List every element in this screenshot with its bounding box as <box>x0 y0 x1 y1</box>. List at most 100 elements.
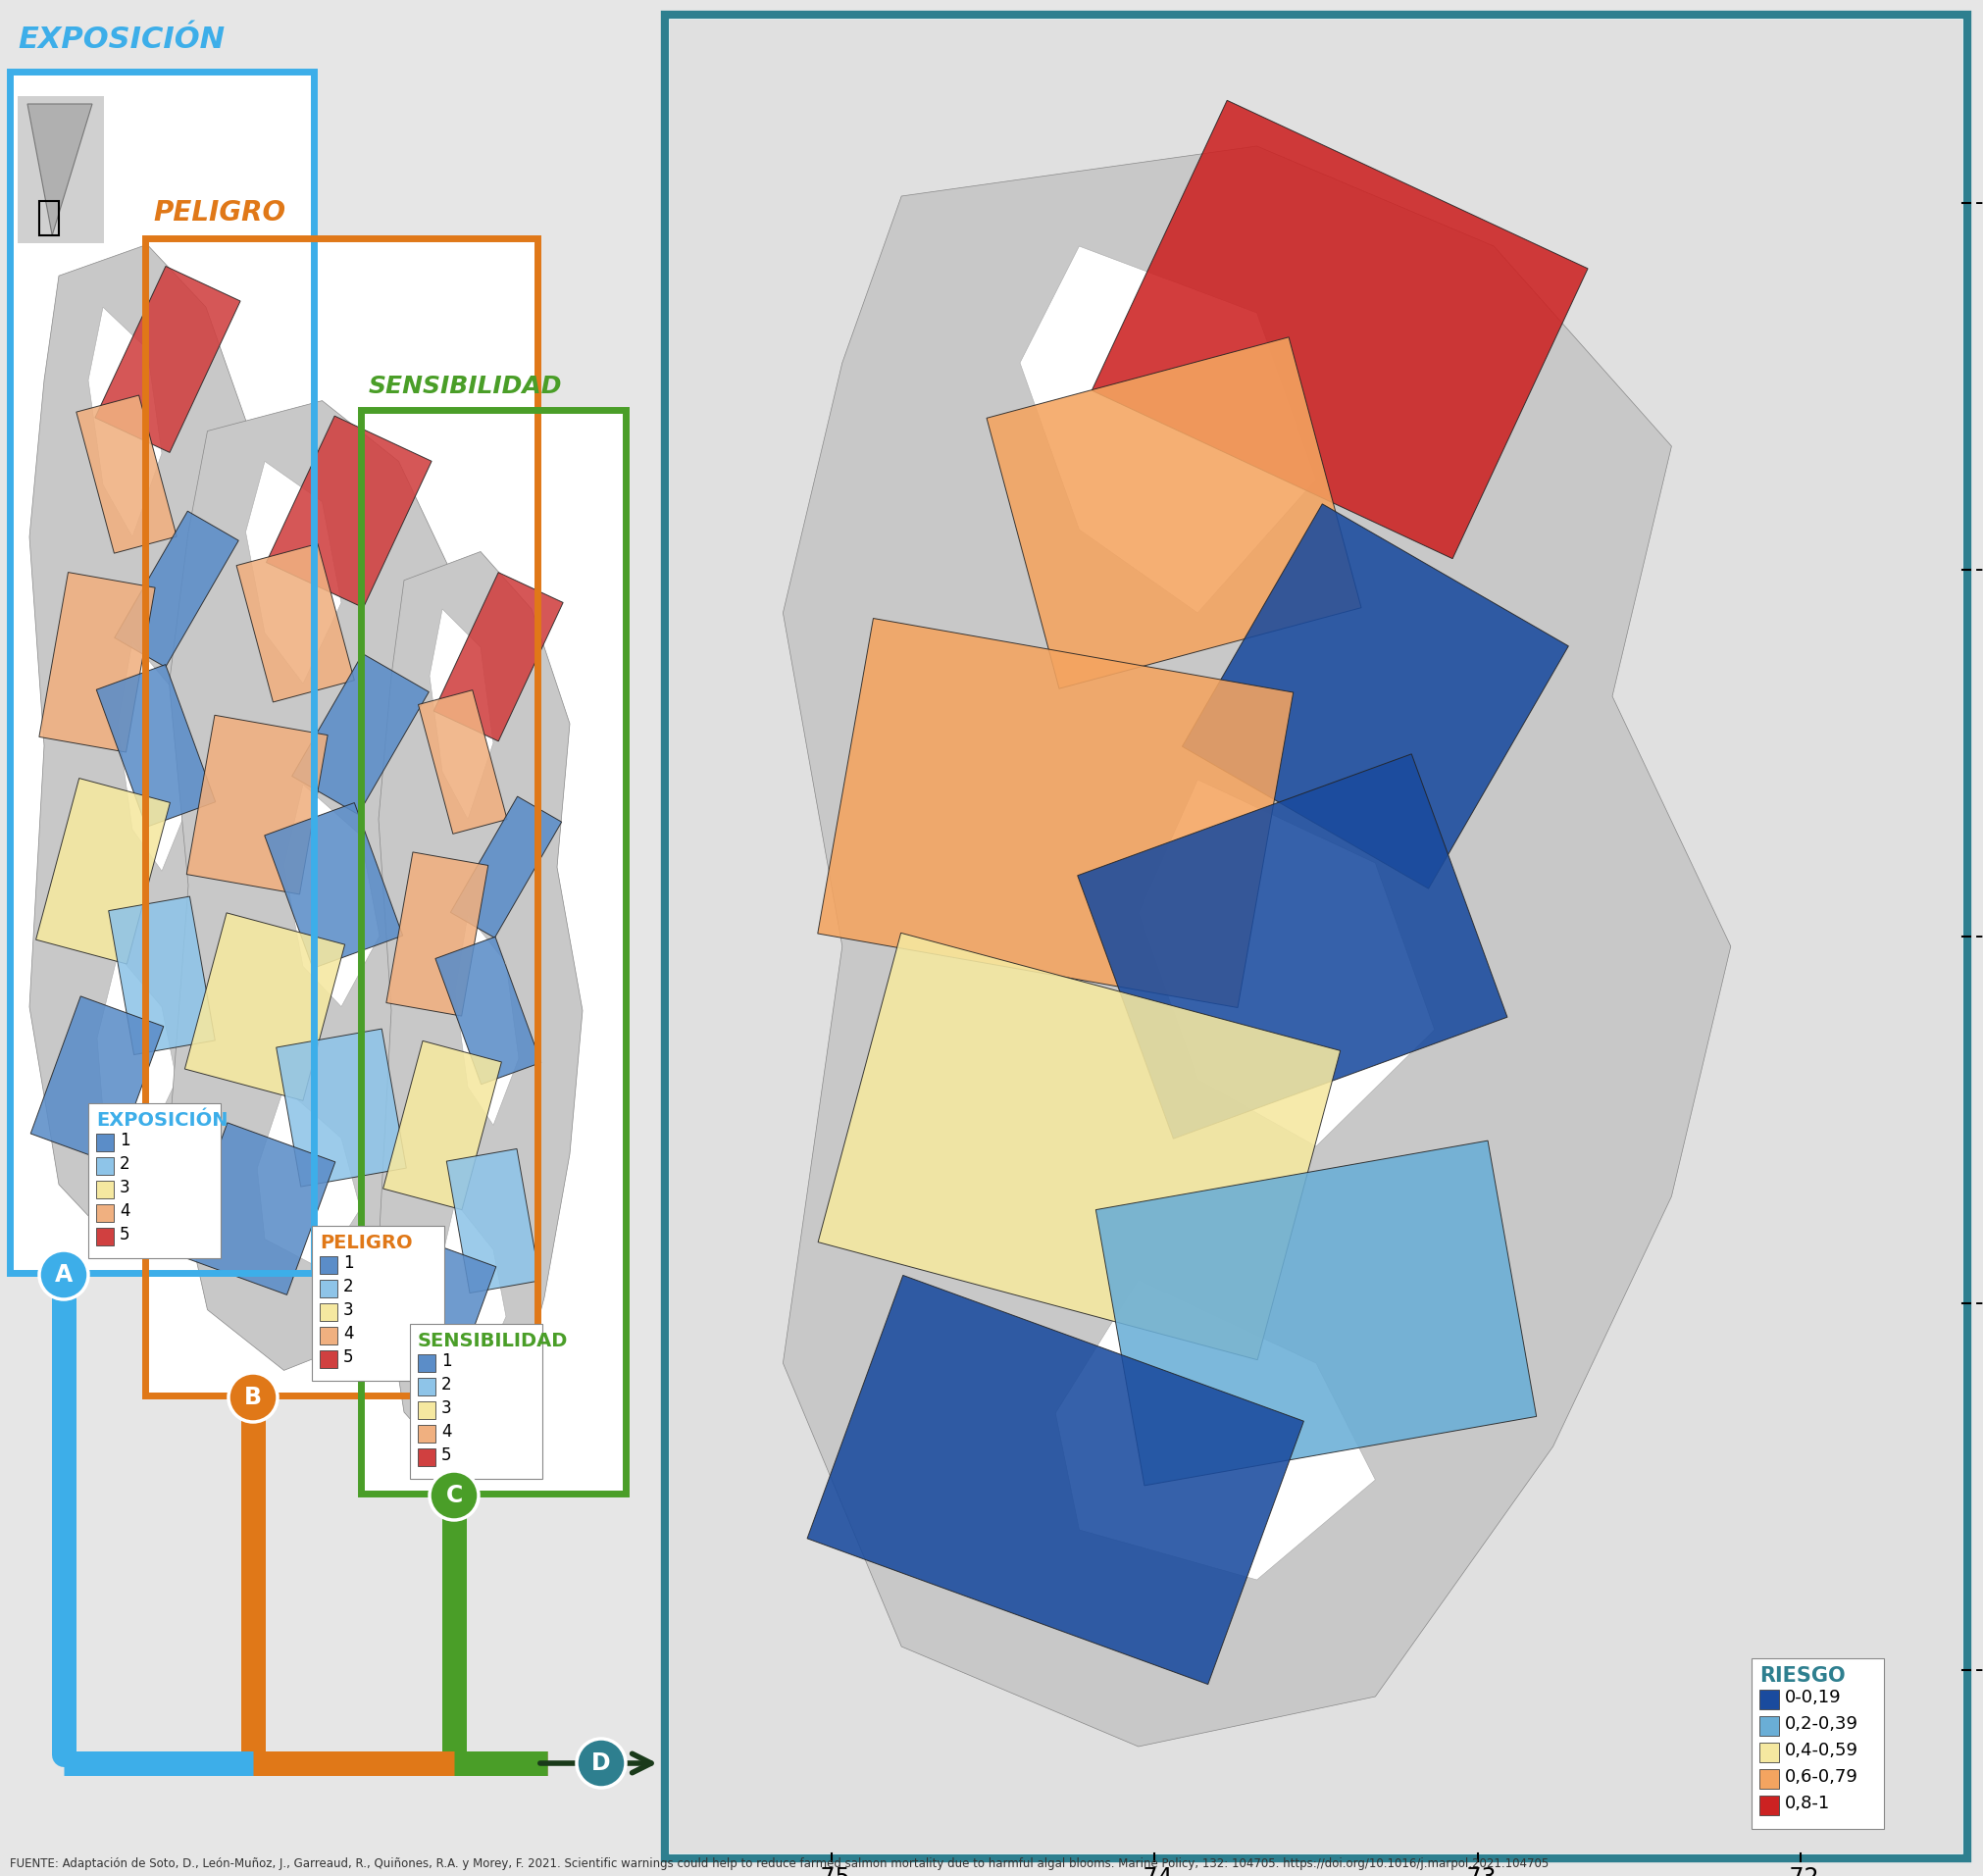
Text: 3: 3 <box>442 1399 452 1416</box>
Text: C: C <box>446 1484 462 1506</box>
Polygon shape <box>1182 505 1569 889</box>
Text: -45: -45 <box>1975 1291 1983 1315</box>
Text: PELIGRO: PELIGRO <box>319 1234 412 1253</box>
Bar <box>418 1448 436 1465</box>
Polygon shape <box>40 572 155 752</box>
Text: 0,8-1: 0,8-1 <box>1785 1795 1830 1812</box>
Polygon shape <box>988 338 1360 688</box>
Bar <box>670 19 1963 1853</box>
Bar <box>319 1326 337 1345</box>
Bar <box>95 1180 113 1199</box>
Bar <box>149 242 535 1392</box>
Polygon shape <box>36 779 171 964</box>
Polygon shape <box>379 552 583 1469</box>
Polygon shape <box>454 915 520 1126</box>
Circle shape <box>430 1471 478 1520</box>
Text: 0,4-0,59: 0,4-0,59 <box>1785 1741 1858 1760</box>
Polygon shape <box>807 1276 1303 1685</box>
Bar <box>319 1351 337 1368</box>
Polygon shape <box>1138 780 1434 1146</box>
Bar <box>10 71 313 1274</box>
Polygon shape <box>95 266 240 452</box>
Text: PELIGRO: PELIGRO <box>153 199 286 227</box>
Polygon shape <box>436 936 541 1084</box>
Polygon shape <box>89 308 163 537</box>
Text: A: A <box>56 1263 73 1287</box>
Polygon shape <box>258 1088 361 1270</box>
Bar <box>95 1133 113 1152</box>
Polygon shape <box>30 996 163 1163</box>
Polygon shape <box>1019 246 1317 613</box>
Bar <box>1759 1690 1779 1709</box>
Polygon shape <box>115 510 238 668</box>
Text: RIESGO: RIESGO <box>1759 1666 1846 1687</box>
Polygon shape <box>169 401 476 1369</box>
Polygon shape <box>430 610 494 820</box>
Bar <box>311 1225 444 1381</box>
Polygon shape <box>97 664 216 827</box>
Polygon shape <box>109 897 214 1054</box>
Text: 5: 5 <box>119 1225 131 1244</box>
Text: 0-0,19: 0-0,19 <box>1785 1688 1842 1707</box>
Text: EXPOSICIÓN: EXPOSICIÓN <box>18 26 224 54</box>
Text: -43: -43 <box>1975 557 1983 582</box>
Text: 0,2-0,39: 0,2-0,39 <box>1785 1715 1858 1733</box>
Polygon shape <box>450 797 561 938</box>
Text: D: D <box>591 1752 611 1775</box>
Polygon shape <box>117 642 190 870</box>
Text: -44: -44 <box>1975 925 1983 947</box>
Polygon shape <box>28 103 91 235</box>
Polygon shape <box>186 715 327 895</box>
Bar <box>12 75 311 1270</box>
Circle shape <box>40 1249 89 1300</box>
Bar <box>418 1377 436 1396</box>
Polygon shape <box>819 932 1341 1360</box>
Polygon shape <box>1097 1141 1537 1486</box>
Bar <box>95 1227 113 1246</box>
Bar <box>1759 1717 1779 1735</box>
Bar <box>418 1401 436 1418</box>
Polygon shape <box>236 544 355 702</box>
Text: EXPOSICIÓN: EXPOSICIÓN <box>95 1111 228 1129</box>
Polygon shape <box>446 1148 539 1293</box>
Polygon shape <box>184 914 345 1101</box>
Bar <box>418 1354 436 1371</box>
Text: 1: 1 <box>119 1131 131 1150</box>
Polygon shape <box>379 1240 496 1392</box>
Text: B: B <box>244 1386 262 1409</box>
Bar <box>1751 1658 1884 1829</box>
Text: 4: 4 <box>343 1324 353 1343</box>
Polygon shape <box>436 1203 506 1373</box>
Text: 0,6-0,79: 0,6-0,79 <box>1785 1767 1858 1786</box>
Polygon shape <box>97 955 176 1142</box>
Text: SENSIBILIDAD: SENSIBILIDAD <box>418 1332 569 1351</box>
Polygon shape <box>75 396 176 553</box>
Bar <box>95 1204 113 1221</box>
Bar <box>418 1426 436 1443</box>
Polygon shape <box>1055 1279 1376 1580</box>
Bar <box>410 1324 541 1478</box>
Bar <box>363 413 623 1491</box>
Text: -74: -74 <box>1136 1867 1174 1876</box>
Circle shape <box>577 1739 627 1788</box>
Circle shape <box>228 1373 278 1422</box>
Text: -75: -75 <box>813 1867 851 1876</box>
Bar <box>95 1157 113 1174</box>
Text: 2: 2 <box>343 1278 353 1296</box>
Text: SENSIBILIDAD: SENSIBILIDAD <box>369 375 563 398</box>
Bar <box>319 1279 337 1298</box>
Polygon shape <box>387 852 488 1017</box>
Polygon shape <box>30 244 266 1248</box>
Bar <box>40 201 59 234</box>
Bar <box>664 15 1967 1859</box>
Polygon shape <box>246 461 341 683</box>
Text: 4: 4 <box>119 1203 131 1219</box>
Text: -46: -46 <box>1975 1658 1983 1681</box>
Polygon shape <box>266 416 432 608</box>
Polygon shape <box>383 1041 502 1210</box>
Text: 2: 2 <box>119 1156 131 1172</box>
Bar <box>361 411 627 1493</box>
Bar <box>1759 1769 1779 1788</box>
Polygon shape <box>1093 99 1588 559</box>
Polygon shape <box>178 1122 335 1294</box>
